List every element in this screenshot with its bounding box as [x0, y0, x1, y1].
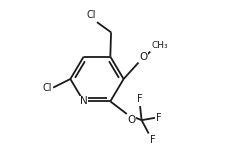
- Text: F: F: [149, 135, 155, 145]
- Text: Cl: Cl: [43, 83, 52, 93]
- Text: O: O: [127, 115, 135, 125]
- Text: O: O: [139, 52, 147, 62]
- Text: F: F: [155, 113, 161, 123]
- Text: N: N: [79, 96, 87, 106]
- Text: F: F: [137, 94, 142, 104]
- Text: Cl: Cl: [86, 10, 96, 20]
- Text: CH₃: CH₃: [151, 41, 168, 50]
